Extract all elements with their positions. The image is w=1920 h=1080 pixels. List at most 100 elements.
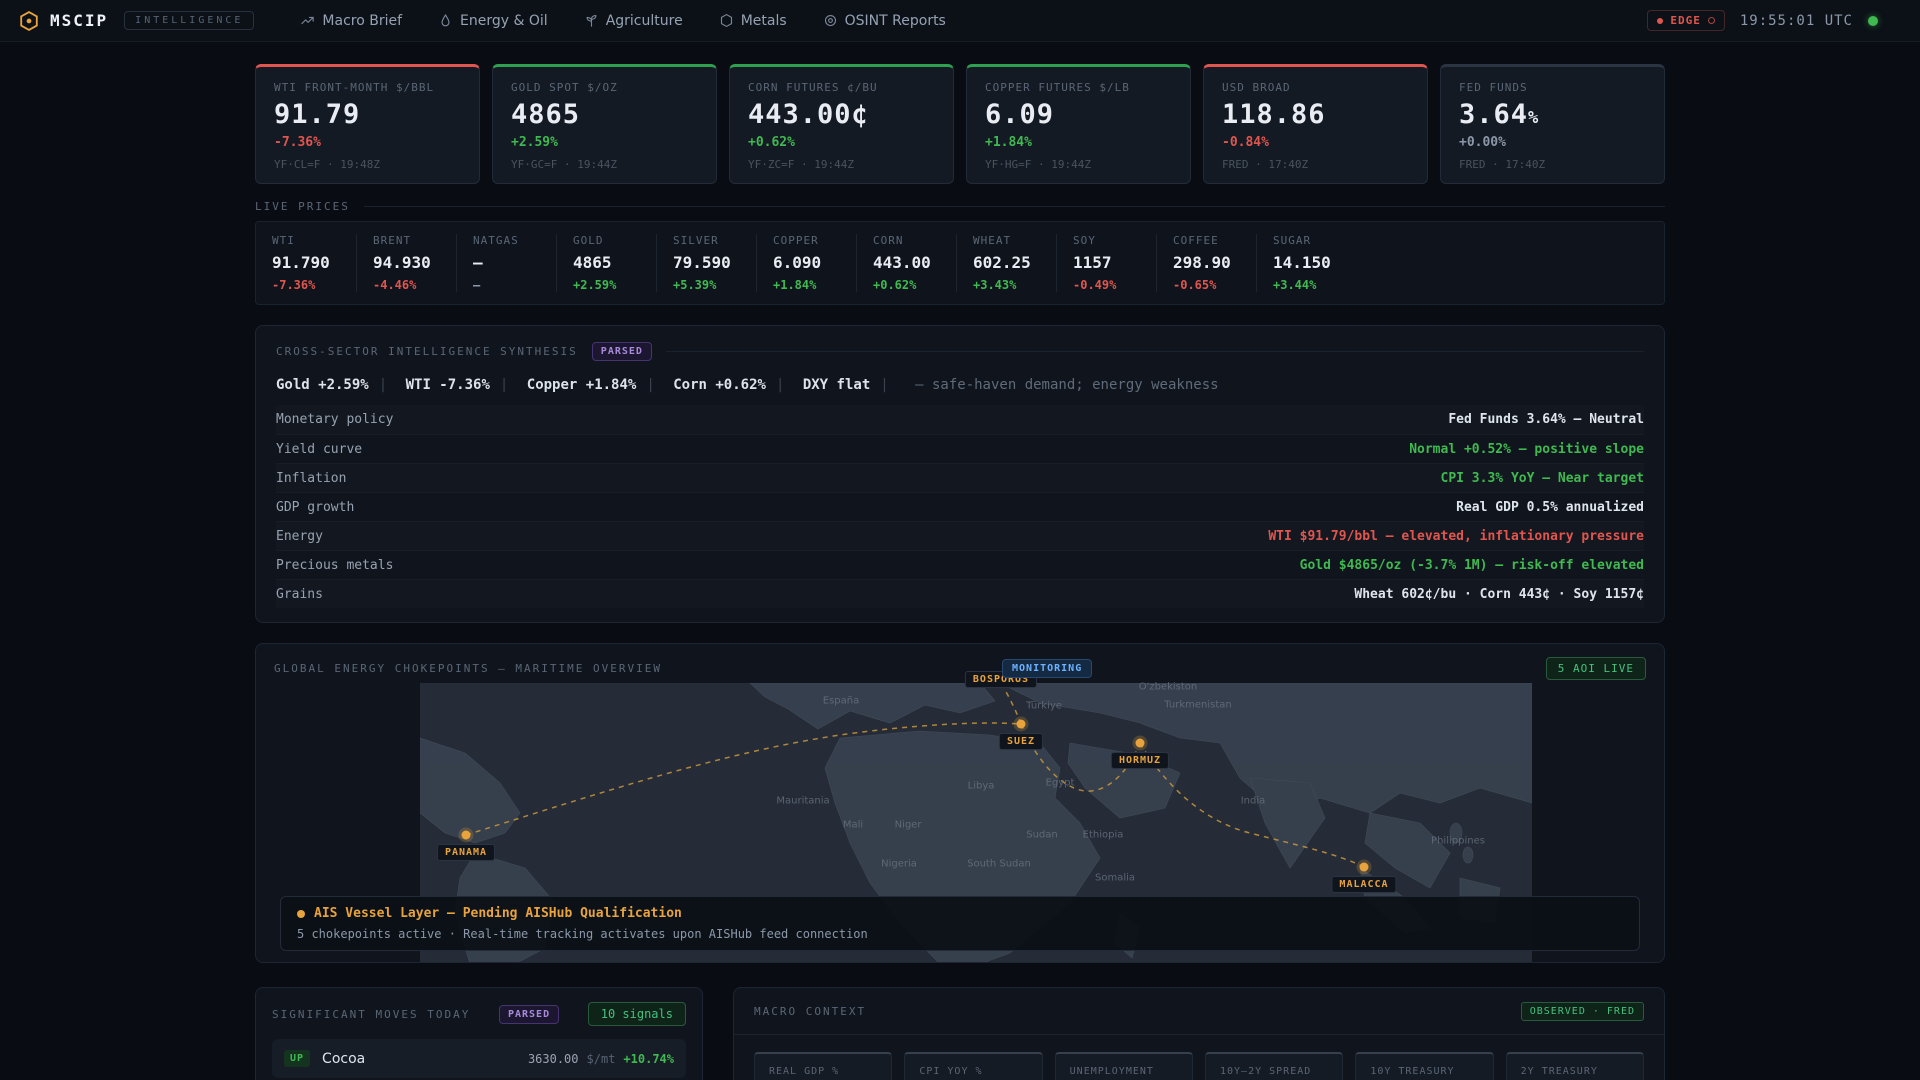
macro-stat-card: 2Y TREASURY —: [1505, 1052, 1644, 1080]
synthesis-row-value: WTI $91.79/bbl — elevated, inflationary …: [1268, 528, 1644, 544]
price-card-change: +0.00%: [1459, 135, 1506, 150]
macro-cards-row: REAL GDP % 0.50% CPI YOY % 3.32% UNEMPLO…: [754, 1052, 1644, 1080]
synthesis-row-value: Fed Funds 3.64% — Neutral: [1448, 412, 1644, 427]
map-geo-label: Libya: [967, 780, 995, 792]
move-unit: $/mt: [586, 1051, 616, 1066]
move-change: +10.74%: [623, 1051, 674, 1066]
divider: [665, 351, 1644, 352]
map-geo-label: Philippines: [1431, 835, 1485, 847]
brand-badge: INTELLIGENCE: [124, 11, 255, 30]
ticker-change: -0.49%: [1073, 278, 1117, 292]
nav-item-label: Agriculture: [605, 12, 683, 29]
ticker-symbol: WTI: [272, 234, 295, 247]
price-card[interactable]: WTI FRONT-MONTH $/BBL 91.79 -7.36% YF·CL…: [255, 64, 480, 184]
map-geo-label: Mauritania: [776, 795, 830, 807]
significant-moves-panel: SIGNIFICANT MOVES TODAY PARSED 10 signal…: [255, 987, 703, 1080]
price-cards-row: WTI FRONT-MONTH $/BBL 91.79 -7.36% YF·CL…: [255, 64, 1665, 184]
price-card-value: 6.09: [985, 99, 1055, 130]
price-card-value: 4865: [511, 99, 581, 130]
map-geo-label: España: [822, 695, 860, 707]
price-card-source: YF·GC=F · 19:44Z: [511, 158, 617, 171]
move-row[interactable]: UP Cocoa 3630.00 $/mt +10.74%: [272, 1039, 686, 1078]
ticker-value: 443.00: [873, 253, 931, 272]
map-geo-label: India: [1240, 795, 1266, 807]
live-price-item[interactable]: NATGAS — —: [456, 234, 556, 292]
nav-item-osint-reports[interactable]: OSINT Reports: [823, 13, 946, 29]
map-geo-label: Niger: [894, 819, 922, 831]
macro-stat-card: 10Y–2Y SPREAD 0.52%: [1204, 1052, 1344, 1080]
nav-item-energy-oil[interactable]: Energy & Oil: [438, 13, 548, 29]
synthesis-row: GDP growth Real GDP 0.5% annualized: [276, 492, 1644, 521]
macro-context-panel: MACRO CONTEXT OBSERVED · FRED REAL GDP %…: [733, 987, 1665, 1080]
live-price-item[interactable]: COPPER 6.090 +1.84%: [756, 234, 856, 292]
price-card-change: -7.36%: [274, 135, 321, 150]
live-price-item[interactable]: WTI 91.790 -7.36%: [256, 234, 356, 292]
live-prices-title: LIVE PRICES: [255, 200, 350, 213]
synthesis-row: Grains Wheat 602¢/bu · Corn 443¢ · Soy 1…: [276, 579, 1644, 608]
summary-segment: Gold +2.59%: [276, 377, 369, 393]
price-card[interactable]: USD BROAD 118.86 -0.84% FRED · 17:40Z: [1203, 64, 1428, 184]
price-card-source: YF·ZC=F · 19:44Z: [748, 158, 854, 171]
price-card-source: FRED · 17:40Z: [1222, 158, 1309, 171]
ais-subtitle: 5 chokepoints active · Real-time trackin…: [297, 927, 868, 941]
ticker-value: —: [473, 253, 483, 272]
ticker-symbol: SILVER: [673, 234, 719, 247]
ticker-symbol: BRENT: [373, 234, 412, 247]
price-card[interactable]: GOLD SPOT $/OZ 4865 +2.59% YF·GC=F · 19:…: [492, 64, 717, 184]
live-price-item[interactable]: BRENT 94.930 -4.46%: [356, 234, 456, 292]
synthesis-row: Precious metals Gold $4865/oz (-3.7% 1M)…: [276, 550, 1644, 579]
map-geo-label: Somalia: [1094, 872, 1136, 884]
ticker-value: 298.90: [1173, 253, 1231, 272]
parsed-badge: PARSED: [591, 342, 652, 361]
nav-item-macro-brief[interactable]: Macro Brief: [300, 13, 402, 29]
ticker-value: 14.150: [1273, 253, 1331, 272]
ticker-change: +0.62%: [873, 278, 917, 292]
live-price-item[interactable]: SUGAR 14.150 +3.44%: [1256, 234, 1356, 292]
live-price-item[interactable]: GOLD 4865 +2.59%: [556, 234, 656, 292]
synthesis-row-label: Monetary policy: [276, 412, 394, 427]
ticker-symbol: SUGAR: [1273, 234, 1312, 247]
monitoring-badge: MONITORING: [1002, 659, 1093, 678]
price-card[interactable]: COPPER FUTURES $/LB 6.09 +1.84% YF·HG=F …: [966, 64, 1191, 184]
chokepoint-label: SUEZ: [998, 733, 1044, 750]
synthesis-row-label: Energy: [276, 528, 323, 544]
ticker-value: 91.790: [272, 253, 330, 272]
live-price-item[interactable]: SOY 1157 -0.49%: [1056, 234, 1156, 292]
chokepoint-label: PANAMA: [436, 844, 496, 861]
move-instrument-name: Cocoa: [322, 1050, 366, 1067]
edge-status-dot-icon: [1657, 17, 1664, 24]
chokepoints-map-panel: GLOBAL ENERGY CHOKEPOINTS — MARITIME OVE…: [255, 643, 1665, 963]
ticker-change: +5.39%: [673, 278, 717, 292]
summary-segment: Copper +1.84%: [526, 377, 637, 393]
price-card-value: 3.64%: [1459, 99, 1540, 130]
price-card[interactable]: CORN FUTURES ¢/BU 443.00¢ +0.62% YF·ZC=F…: [729, 64, 954, 184]
ticker-value: 4865: [573, 253, 612, 272]
map-title: GLOBAL ENERGY CHOKEPOINTS — MARITIME OVE…: [274, 662, 663, 675]
ticker-change: +1.84%: [773, 278, 817, 292]
ticker-symbol: GOLD: [573, 234, 604, 247]
price-card-value: 118.86: [1222, 99, 1326, 130]
live-price-item[interactable]: WHEAT 602.25 +3.43%: [956, 234, 1056, 292]
divider: [363, 206, 1665, 207]
ticker-change: -0.65%: [1173, 278, 1217, 292]
live-price-item[interactable]: CORN 443.00 +0.62%: [856, 234, 956, 292]
chokepoint-dot-icon: [1135, 738, 1145, 748]
live-price-item[interactable]: SILVER 79.590 +5.39%: [656, 234, 756, 292]
top-nav: MSCIP INTELLIGENCE Macro Brief Energy & …: [0, 0, 1920, 42]
live-price-item[interactable]: COFFEE 298.90 -0.65%: [1156, 234, 1256, 292]
synthesis-rows: Monetary policy Fed Funds 3.64% — Neutra…: [276, 405, 1644, 608]
synthesis-row-label: Yield curve: [276, 441, 363, 457]
ticker-change: +2.59%: [573, 278, 617, 292]
macro-stat-card: REAL GDP % 0.50%: [754, 1052, 893, 1080]
ticker-value: 94.930: [373, 253, 431, 272]
nav-item-agriculture[interactable]: Agriculture: [584, 13, 683, 29]
price-card[interactable]: FED FUNDS 3.64% +0.00% FRED · 17:40Z: [1440, 64, 1665, 184]
synthesis-row-value: CPI 3.3% YoY — Near target: [1440, 470, 1645, 486]
parsed-badge: PARSED: [498, 1004, 560, 1024]
chokepoint-label: HORMUZ: [1110, 752, 1170, 769]
price-card-source: YF·HG=F · 19:44Z: [985, 158, 1091, 171]
live-prices-grid: WTI 91.790 -7.36% BRENT 94.930 -4.46% NA…: [255, 221, 1665, 305]
nav-item-metals[interactable]: Metals: [719, 13, 787, 29]
utc-clock: 19:55:01 UTC: [1739, 12, 1853, 29]
synthesis-row: Yield curve Normal +0.52% — positive slo…: [276, 434, 1644, 463]
